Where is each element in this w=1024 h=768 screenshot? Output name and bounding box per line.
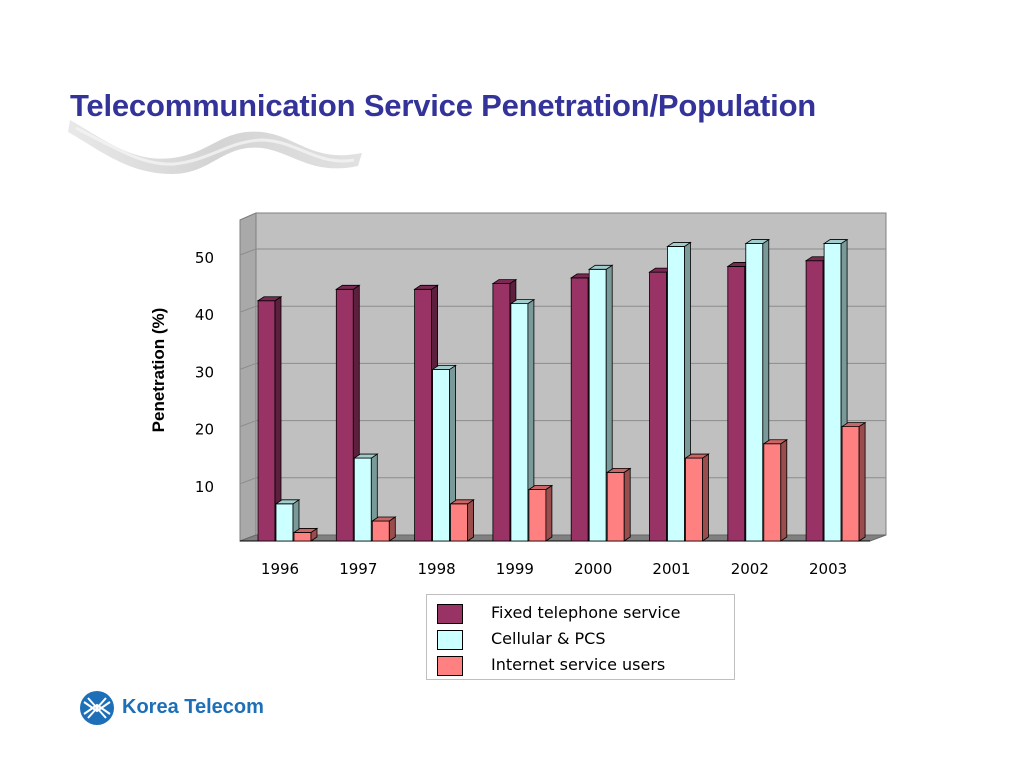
bar-2-2 (450, 503, 469, 542)
bar-top (744, 239, 771, 244)
bar-4-2 (606, 471, 625, 542)
gridline-side (239, 420, 257, 428)
globe-lattice-icon (80, 691, 114, 725)
bar-top (605, 467, 632, 473)
bar-1-2 (371, 520, 390, 542)
bar-6-0 (727, 266, 746, 542)
x-tick-label: 2003 (809, 560, 847, 578)
bar-top (334, 284, 361, 290)
bar-2-1 (432, 368, 451, 542)
bar-3-0 (492, 283, 511, 542)
y-tick-label: 40 (195, 306, 214, 324)
company-name: Korea Telecom (122, 696, 264, 718)
bar-6-1 (745, 243, 764, 542)
x-tick-label: 1998 (418, 560, 456, 578)
gridline-side (239, 248, 257, 256)
bar-side (467, 499, 475, 542)
x-tick-label: 1997 (339, 560, 377, 578)
bar-7-2 (841, 426, 860, 542)
legend-label: Internet service users (491, 655, 666, 674)
legend-swatch (437, 630, 463, 650)
bar-top (449, 499, 475, 505)
x-tick-label: 2000 (574, 560, 612, 578)
bar-top (762, 439, 789, 445)
legend-label: Cellular & PCS (491, 629, 606, 648)
bar-top (292, 528, 319, 533)
legend-swatch (437, 604, 463, 624)
bar-top (684, 453, 710, 459)
bar-top (413, 284, 439, 290)
bar-side (545, 484, 553, 542)
bar-6-2 (763, 443, 782, 542)
bar-7-0 (805, 260, 824, 542)
bar-4-1 (588, 268, 607, 542)
bar-side (780, 439, 788, 542)
bar-side (623, 467, 631, 542)
chart-legend: Fixed telephone service Cellular & PCS Int… (426, 594, 735, 680)
bar-0-0 (257, 300, 276, 542)
bar-top (274, 499, 301, 505)
y-tick-label: 30 (195, 363, 214, 381)
bar-7-1 (823, 243, 842, 542)
decorative-swoosh (68, 120, 362, 174)
bar-5-0 (649, 271, 667, 542)
bar-3-2 (528, 489, 547, 542)
page-title: Telecommunication Service Penetration/Po… (70, 88, 817, 123)
x-tick-label: 2001 (652, 560, 690, 578)
bar-2-0 (414, 288, 433, 542)
legend-swatch (437, 656, 463, 676)
bar-5-2 (685, 457, 703, 542)
legend-label: Fixed telephone service (491, 603, 681, 622)
gridline-side (239, 362, 257, 370)
bar-side (702, 453, 709, 542)
bar-top (527, 485, 554, 490)
y-tick-label: 10 (195, 478, 214, 496)
bar-side (858, 421, 866, 542)
bar-0-2 (293, 532, 312, 542)
bar-top (370, 516, 397, 522)
bar-5-1 (667, 246, 685, 542)
company-logo: Korea Telecom (78, 689, 298, 729)
x-tick-label: 2002 (731, 560, 769, 578)
bar-4-0 (570, 277, 589, 542)
gridline-side (239, 305, 257, 313)
bar-top (352, 453, 379, 459)
bar-0-1 (275, 503, 294, 542)
bar-1-0 (335, 288, 354, 542)
bar-top (509, 299, 536, 305)
x-tick-label: 1996 (261, 560, 299, 578)
y-axis-title: Penetration (%) (149, 308, 168, 433)
bar-top (840, 422, 867, 428)
y-tick-label: 50 (195, 249, 214, 267)
bar-top (666, 242, 692, 247)
bar-top (587, 264, 614, 270)
bar-1-1 (353, 457, 372, 542)
x-tick-label: 1999 (496, 560, 534, 578)
gridline-side (239, 477, 257, 485)
bar-top (822, 239, 849, 244)
plot-side-wall (239, 212, 257, 542)
bar-top (256, 296, 283, 302)
bar-3-1 (510, 303, 529, 542)
bar-top (491, 279, 518, 285)
bar-top (431, 364, 457, 370)
y-tick-label: 20 (195, 421, 214, 439)
